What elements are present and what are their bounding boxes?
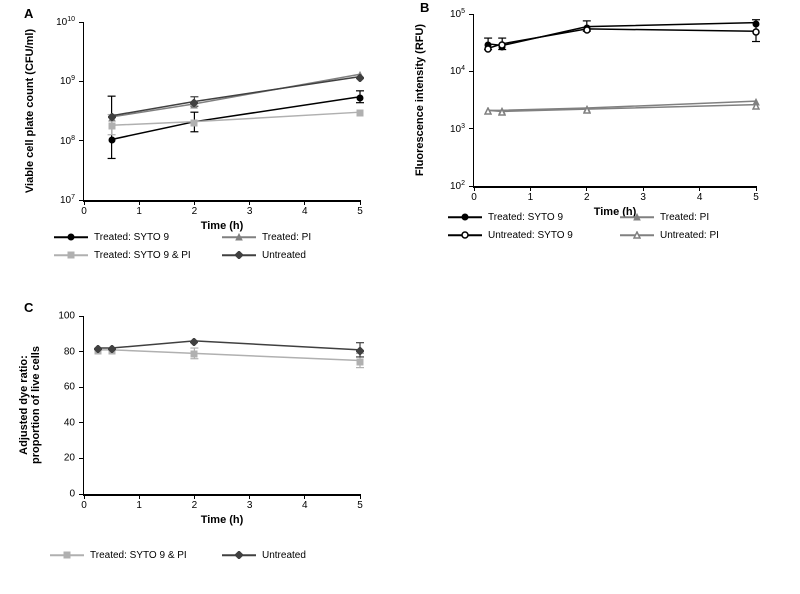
legend-label: Treated: SYTO 9 & PI	[90, 550, 187, 561]
legend-label: Untreated	[262, 550, 306, 561]
figure: A0123451071081091010Time (h)Viable cell …	[0, 0, 800, 594]
legend-swatch	[222, 548, 256, 562]
legend-marker	[63, 551, 71, 559]
legend-swatch	[50, 548, 84, 562]
data-marker	[356, 346, 364, 354]
legend-item: Treated: SYTO 9 & PI	[50, 548, 222, 562]
plot-lines-C	[0, 0, 800, 594]
data-marker	[190, 337, 198, 345]
data-marker	[108, 344, 116, 352]
series-line	[98, 341, 360, 350]
series-line	[98, 350, 360, 361]
legend-C: Treated: SYTO 9 & PI Untreated	[50, 548, 394, 566]
legend-item: Untreated	[222, 548, 394, 562]
data-marker	[356, 357, 364, 365]
legend-marker	[235, 551, 243, 559]
data-marker	[190, 349, 198, 357]
data-marker	[94, 344, 102, 352]
